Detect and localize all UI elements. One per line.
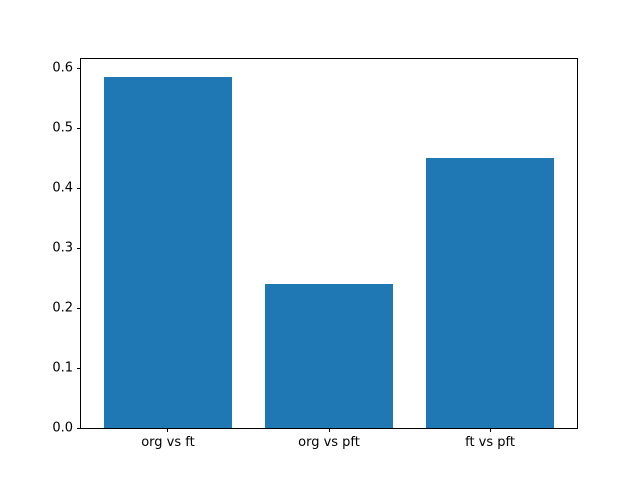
x-tick-mark	[328, 428, 330, 432]
x-tick-label-org-vs-pft: org vs pft	[298, 435, 360, 450]
y-tick-label: 0.6	[52, 60, 73, 76]
bar-ft-vs-pft	[425, 158, 555, 428]
y-tick-label: 0.3	[52, 240, 73, 256]
bar-org-vs-ft	[103, 77, 233, 428]
y-tick-label: 0.1	[52, 360, 73, 376]
y-tick-label: 0.0	[52, 420, 73, 436]
y-tick-mark	[77, 367, 81, 369]
x-tick-label-ft-vs-pft: ft vs pft	[465, 435, 515, 450]
y-tick-mark	[77, 427, 81, 429]
x-tick-mark	[489, 428, 491, 432]
y-tick-label: 0.2	[52, 300, 73, 316]
y-tick-label: 0.5	[52, 120, 73, 136]
y-tick-mark	[77, 247, 81, 249]
y-tick-mark	[77, 307, 81, 309]
y-tick-mark	[77, 127, 81, 129]
y-tick-mark	[77, 67, 81, 69]
y-tick-label: 0.4	[52, 180, 73, 196]
y-tick-mark	[77, 187, 81, 189]
bar-org-vs-pft	[264, 284, 394, 428]
x-tick-label-org-vs-ft: org vs ft	[141, 435, 195, 450]
plot-area: 0.0 0.1 0.2 0.3 0.4 0.5 0.6 org vs ft org vs pf…	[52, 58, 578, 450]
x-tick-mark	[167, 428, 169, 432]
